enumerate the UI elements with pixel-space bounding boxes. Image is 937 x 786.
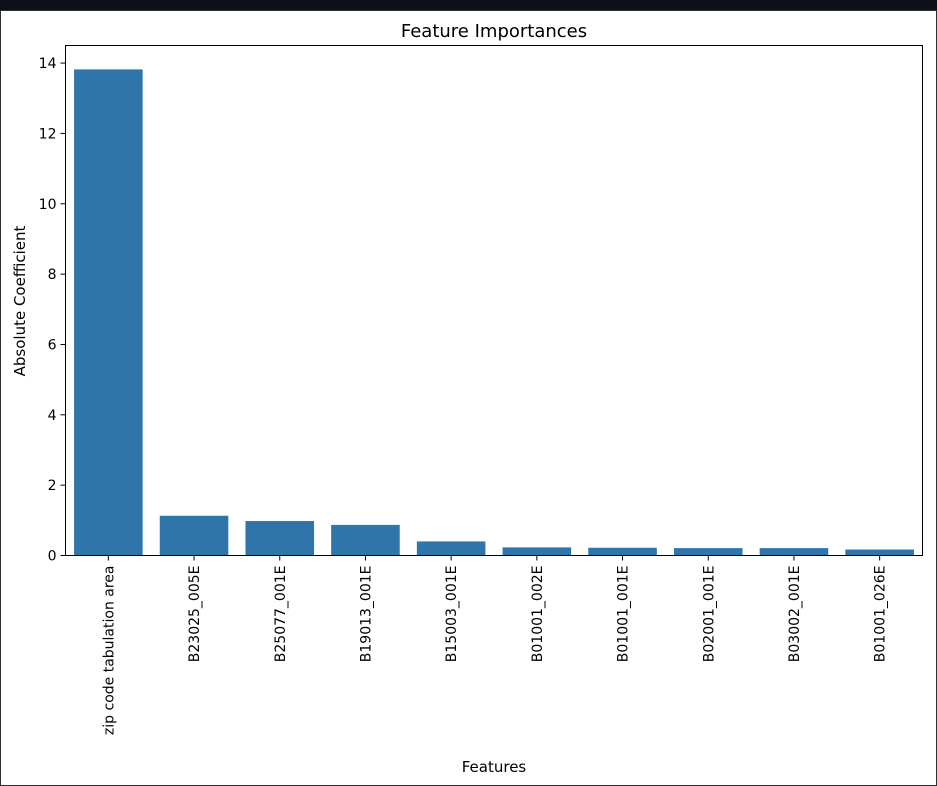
bar-b03002_001e: [759, 548, 829, 556]
bar-b25077_001e: [245, 521, 315, 556]
bar-b01001_026e: [845, 549, 914, 556]
y-axis-label: Absolute Coefficient: [11, 226, 29, 377]
y-axis: 0 2 4 6 8 10 12 14: [39, 56, 66, 565]
x-tick-label: B19013_001E: [358, 566, 374, 663]
x-tick-label: B01001_002E: [530, 566, 546, 663]
bar-b23025_005e: [159, 515, 229, 556]
bar-chart: Feature Importances 0 2 4 6 8 10 12 14 zip code…: [11, 21, 923, 776]
x-tick-label: zip code tabulation area: [101, 566, 117, 736]
y-tick-label: 2: [48, 478, 57, 494]
x-tick-label: B01001_026E: [873, 566, 889, 663]
bar-b02001_001e: [673, 548, 743, 556]
x-axis: zip code tabulation area B23025_005E B2507…: [101, 555, 889, 736]
y-tick-label: 10: [39, 197, 57, 213]
x-tick-label: B23025_005E: [187, 566, 203, 663]
x-tick-label: B02001_001E: [701, 566, 717, 663]
bar-b19013_001e: [331, 524, 400, 556]
x-tick-label: B03002_001E: [787, 566, 803, 663]
x-tick-label: B25077_001E: [273, 566, 289, 663]
y-tick-label: 0: [48, 549, 57, 565]
y-tick-label: 6: [48, 337, 57, 353]
x-axis-label: Features: [462, 758, 527, 776]
bar-b01001_001e: [588, 547, 657, 556]
y-tick-label: 12: [39, 126, 57, 142]
y-tick-label: 8: [48, 267, 57, 283]
bars-group: [74, 69, 914, 556]
bar-b15003_001e: [416, 541, 486, 556]
x-tick-label: B01001_001E: [616, 566, 632, 663]
bar-b01001_002e: [502, 547, 572, 556]
chart-title: Feature Importances: [401, 21, 587, 42]
plot-frame: [65, 45, 923, 556]
figure-frame: Feature Importances 0 2 4 6 8 10 12 14 zip code…: [0, 10, 937, 786]
y-tick-label: 4: [48, 408, 57, 424]
y-tick-label: 14: [39, 56, 57, 72]
bar-zip-code-tabulation-area: [74, 69, 143, 556]
x-tick-label: B15003_001E: [444, 566, 460, 663]
